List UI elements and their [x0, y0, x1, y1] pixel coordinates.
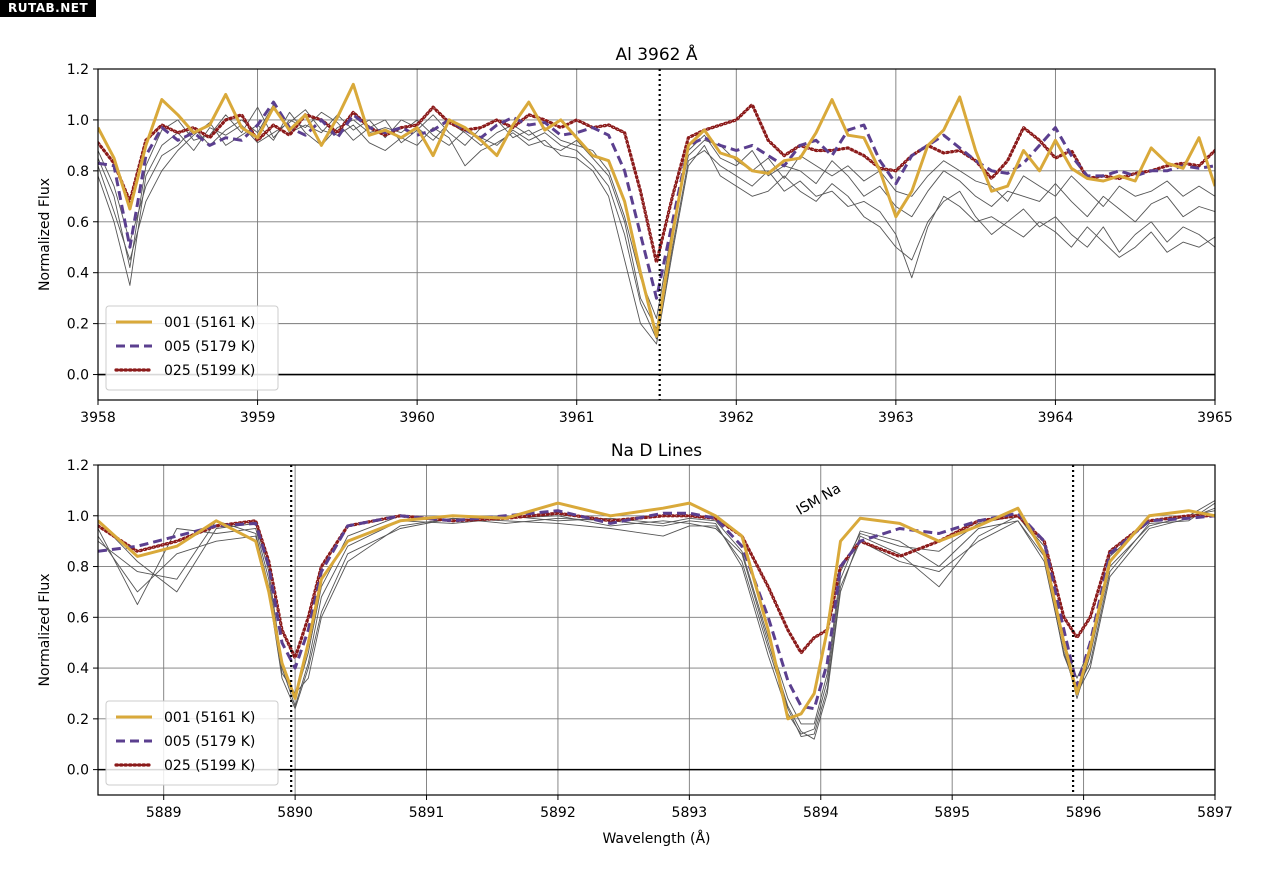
y-tick-label: 0.6 [67, 610, 89, 626]
panel-na-d-lines: 5889 5890 5891 5892 5893 5894 5895 5896 5897 0.0 0… [37, 441, 1233, 847]
legend-entry-label: 025 (5199 K) [164, 363, 255, 379]
comparison-spectrum-line [98, 507, 1215, 738]
x-tick-label: 5895 [934, 805, 970, 821]
legend-entry-label: 001 (5161 K) [164, 710, 255, 726]
y-tick-label: 0.4 [67, 266, 89, 282]
x-tick-label: 5891 [409, 805, 445, 821]
axes-frame [97, 464, 1216, 796]
comparison-spectrum-line [98, 500, 1215, 725]
x-tick-label: 5894 [803, 805, 839, 821]
y-tick-label: 0.0 [67, 763, 89, 779]
x-tick-label: 3958 [80, 410, 116, 426]
x-tick-label: 3962 [718, 410, 754, 426]
x-tick-label: 3961 [559, 410, 595, 426]
y-tick-label: 0.0 [67, 368, 89, 384]
y-tick-label: 1.0 [67, 509, 89, 525]
legend-entry-label: 001 (5161 K) [164, 315, 255, 331]
x-axis-label: Wavelength (Å) [602, 830, 710, 847]
y-tick-label: 1.0 [67, 113, 89, 129]
ism-na-annotation: ISM Na [794, 481, 844, 519]
axes-frame [97, 68, 1216, 401]
legend: 001 (5161 K) 005 (5179 K) 025 (5199 K) [105, 305, 279, 391]
watermark-logo: RUTAB.NET [0, 0, 97, 17]
x-tick-label: 3964 [1038, 410, 1074, 426]
y-tick-label: 0.8 [67, 560, 89, 576]
series-line-highlight [98, 512, 1215, 659]
series-line-highlight [98, 104, 1215, 263]
y-tick-label: 1.2 [67, 458, 89, 474]
y-tick-label: 1.2 [67, 62, 89, 78]
series-line-1 [98, 509, 1215, 711]
chart-title: Al 3962 Å [615, 43, 697, 65]
x-tick-label: 5896 [1066, 805, 1102, 821]
comparison-spectrum-line [98, 111, 1215, 340]
legend-entry-label: 025 (5199 K) [164, 758, 255, 774]
x-tick-label: 3960 [399, 410, 435, 426]
x-tick-label: 5897 [1197, 805, 1233, 821]
y-tick-label: 0.2 [67, 317, 89, 333]
panel-al-3962: 3958 3959 3960 3961 3962 3963 3964 3965 0.0 0.2 0.… [37, 43, 1233, 426]
y-tick-label: 0.6 [67, 215, 89, 231]
series-line-2 [98, 103, 1215, 265]
series-line-0 [98, 82, 1215, 338]
series-line-0 [98, 501, 1215, 721]
x-tick-label: 3963 [878, 410, 914, 426]
x-tick-label: 5892 [540, 805, 576, 821]
legend-entry-label: 005 (5179 K) [164, 734, 255, 750]
chart-title: Na D Lines [611, 441, 702, 461]
x-tick-label: 3959 [240, 410, 276, 426]
y-tick-label: 0.8 [67, 164, 89, 180]
x-tick-label: 5890 [277, 805, 313, 821]
y-tick-label: 0.2 [67, 712, 89, 728]
y-axis-label: Normalized Flux [37, 574, 53, 687]
y-tick-label: 0.4 [67, 661, 89, 677]
legend-entry-label: 005 (5179 K) [164, 339, 255, 355]
comparison-spectrum-line [98, 502, 1215, 735]
y-axis-label: Normalized Flux [37, 178, 53, 291]
x-tick-label: 5893 [672, 805, 708, 821]
x-tick-label: 3965 [1197, 410, 1233, 426]
x-tick-label: 5889 [146, 805, 182, 821]
legend: 001 (5161 K) 005 (5179 K) 025 (5199 K) [105, 700, 279, 786]
